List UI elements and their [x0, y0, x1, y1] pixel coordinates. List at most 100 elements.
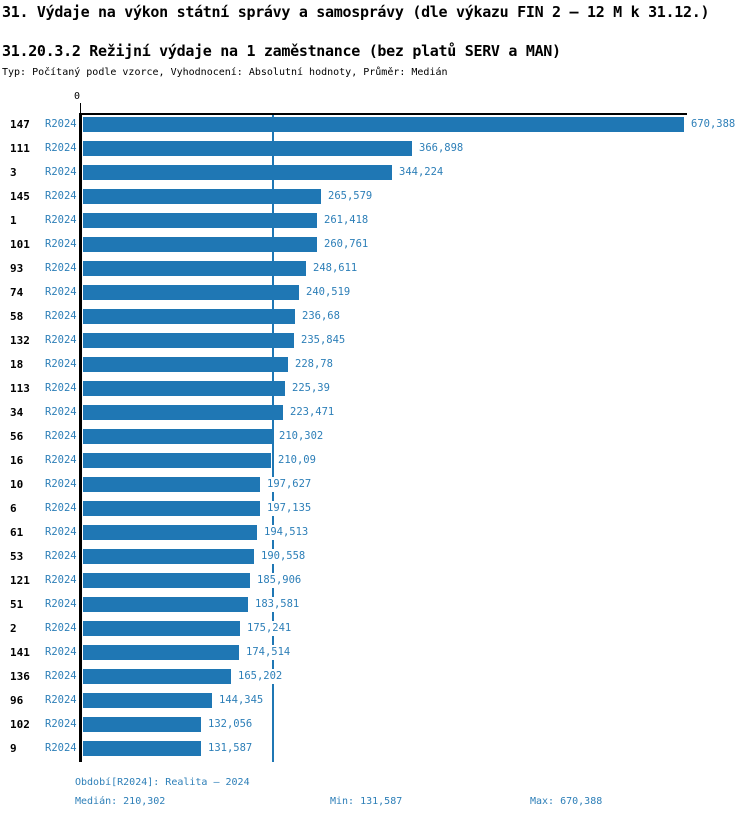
bar	[83, 333, 294, 348]
chart-row: 53 R2024 190,558	[0, 549, 750, 564]
chart-row: 145 R2024 265,579	[0, 189, 750, 204]
row-category-label: 121	[10, 574, 30, 587]
chart-row: 51 R2024 183,581	[0, 597, 750, 612]
bar	[83, 141, 412, 156]
bar	[83, 621, 240, 636]
row-series-label: R2024	[45, 622, 77, 634]
bar	[83, 285, 299, 300]
bar	[83, 717, 201, 732]
chart-row: 61 R2024 194,513	[0, 525, 750, 540]
row-category-label: 61	[10, 526, 24, 539]
bar-value-label: 165,202	[236, 669, 285, 684]
chart-row: 101 R2024 260,761	[0, 237, 750, 252]
bar-value-label: 240,519	[304, 285, 353, 300]
row-series-label: R2024	[45, 646, 77, 658]
chart-row: 34 R2024 223,471	[0, 405, 750, 420]
row-series-label: R2024	[45, 190, 77, 202]
bar-value-label: 175,241	[245, 621, 294, 636]
bar-value-label: 174,514	[244, 645, 293, 660]
footer-period: Období[R2024]: Realita – 2024	[75, 777, 250, 788]
bar	[83, 309, 295, 324]
bar	[83, 669, 231, 684]
row-category-label: 53	[10, 550, 24, 563]
bar	[83, 477, 260, 492]
bar	[83, 165, 392, 180]
row-category-label: 56	[10, 430, 24, 443]
bar-value-label: 194,513	[262, 525, 311, 540]
bar-value-label: 183,581	[253, 597, 302, 612]
row-category-label: 141	[10, 646, 30, 659]
row-category-label: 2	[10, 622, 17, 635]
row-category-label: 132	[10, 334, 30, 347]
row-series-label: R2024	[45, 238, 77, 250]
row-category-label: 136	[10, 670, 30, 683]
bar	[83, 213, 317, 228]
chart-row: 3 R2024 344,224	[0, 165, 750, 180]
row-category-label: 1	[10, 214, 17, 227]
chart-row: 141 R2024 174,514	[0, 645, 750, 660]
footer-median: Medián: 210,302	[75, 796, 166, 807]
chart-row: 102 R2024 132,056	[0, 717, 750, 732]
bar-value-label: 132,056	[206, 717, 255, 732]
row-series-label: R2024	[45, 430, 77, 442]
row-series-label: R2024	[45, 574, 77, 586]
x-axis-line	[79, 113, 687, 115]
row-category-label: 16	[10, 454, 24, 467]
row-series-label: R2024	[45, 502, 77, 514]
bar	[83, 117, 684, 132]
row-series-label: R2024	[45, 118, 77, 130]
bar-value-label: 131,587	[206, 741, 255, 756]
row-series-label: R2024	[45, 406, 77, 418]
row-category-label: 18	[10, 358, 24, 371]
row-series-label: R2024	[45, 214, 77, 226]
chart-row: 16 R2024 210,09	[0, 453, 750, 468]
chart-row: 93 R2024 248,611	[0, 261, 750, 276]
x-axis-zero-label: 0	[74, 91, 81, 102]
row-category-label: 58	[10, 310, 24, 323]
bar-value-label: 197,135	[265, 501, 314, 516]
chart-meta-line: Typ: Počítaný podle vzorce, Vyhodnocení:…	[2, 67, 448, 78]
chart-row: 9 R2024 131,587	[0, 741, 750, 756]
chart-row: 113 R2024 225,39	[0, 381, 750, 396]
row-series-label: R2024	[45, 286, 77, 298]
bar-value-label: 197,627	[265, 477, 314, 492]
chart-row: 2 R2024 175,241	[0, 621, 750, 636]
bar-value-label: 265,579	[326, 189, 375, 204]
row-series-label: R2024	[45, 694, 77, 706]
row-series-label: R2024	[45, 262, 77, 274]
row-series-label: R2024	[45, 454, 77, 466]
bar-value-label: 248,611	[311, 261, 360, 276]
row-category-label: 34	[10, 406, 24, 419]
row-series-label: R2024	[45, 142, 77, 154]
chart-row: 147 R2024 670,388	[0, 117, 750, 132]
bar-value-label: 235,845	[299, 333, 348, 348]
chart-row: 56 R2024 210,302	[0, 429, 750, 444]
chart-subtitle: 31.20.3.2 Režijní výdaje na 1 zaměstnanc…	[2, 42, 561, 60]
bar	[83, 189, 321, 204]
row-series-label: R2024	[45, 478, 77, 490]
bar-value-label: 210,302	[277, 429, 326, 444]
bar-value-label: 260,761	[322, 237, 371, 252]
bar	[83, 501, 260, 516]
row-series-label: R2024	[45, 358, 77, 370]
chart-row: 18 R2024 228,78	[0, 357, 750, 372]
chart-row: 136 R2024 165,202	[0, 669, 750, 684]
x-axis-zero-tick	[80, 103, 81, 113]
bar	[83, 453, 271, 468]
row-category-label: 145	[10, 190, 30, 203]
row-category-label: 113	[10, 382, 30, 395]
row-category-label: 51	[10, 598, 24, 611]
row-series-label: R2024	[45, 382, 77, 394]
chart-row: 6 R2024 197,135	[0, 501, 750, 516]
row-category-label: 93	[10, 262, 24, 275]
bar	[83, 429, 272, 444]
row-series-label: R2024	[45, 166, 77, 178]
row-series-label: R2024	[45, 526, 77, 538]
row-series-label: R2024	[45, 550, 77, 562]
bar	[83, 573, 250, 588]
chart-row: 121 R2024 185,906	[0, 573, 750, 588]
bar	[83, 645, 239, 660]
row-category-label: 102	[10, 718, 30, 731]
bar	[83, 405, 283, 420]
row-series-label: R2024	[45, 598, 77, 610]
